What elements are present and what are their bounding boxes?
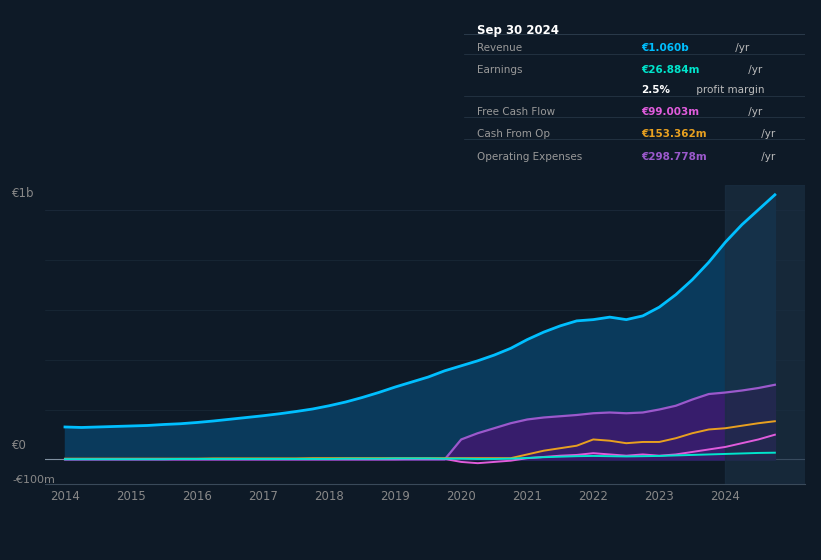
Text: €1.060b: €1.060b xyxy=(641,43,689,53)
Bar xyxy=(725,185,821,484)
Text: /yr: /yr xyxy=(758,152,775,162)
Text: €99.003m: €99.003m xyxy=(641,107,699,117)
Text: Earnings: Earnings xyxy=(478,66,523,76)
Text: €298.778m: €298.778m xyxy=(641,152,707,162)
Text: -€100m: -€100m xyxy=(12,475,55,486)
Text: /yr: /yr xyxy=(745,66,762,76)
Text: Operating Expenses: Operating Expenses xyxy=(478,152,583,162)
Text: Sep 30 2024: Sep 30 2024 xyxy=(478,24,559,37)
Text: /yr: /yr xyxy=(745,107,762,117)
Text: /yr: /yr xyxy=(732,43,749,53)
Text: €153.362m: €153.362m xyxy=(641,129,707,139)
Text: Cash From Op: Cash From Op xyxy=(478,129,551,139)
Text: €1b: €1b xyxy=(12,186,34,200)
Text: /yr: /yr xyxy=(758,129,775,139)
Text: Revenue: Revenue xyxy=(478,43,523,53)
Text: Free Cash Flow: Free Cash Flow xyxy=(478,107,556,117)
Text: €26.884m: €26.884m xyxy=(641,66,699,76)
Text: 2.5%: 2.5% xyxy=(641,85,670,95)
Text: €0: €0 xyxy=(12,438,27,452)
Text: profit margin: profit margin xyxy=(693,85,764,95)
